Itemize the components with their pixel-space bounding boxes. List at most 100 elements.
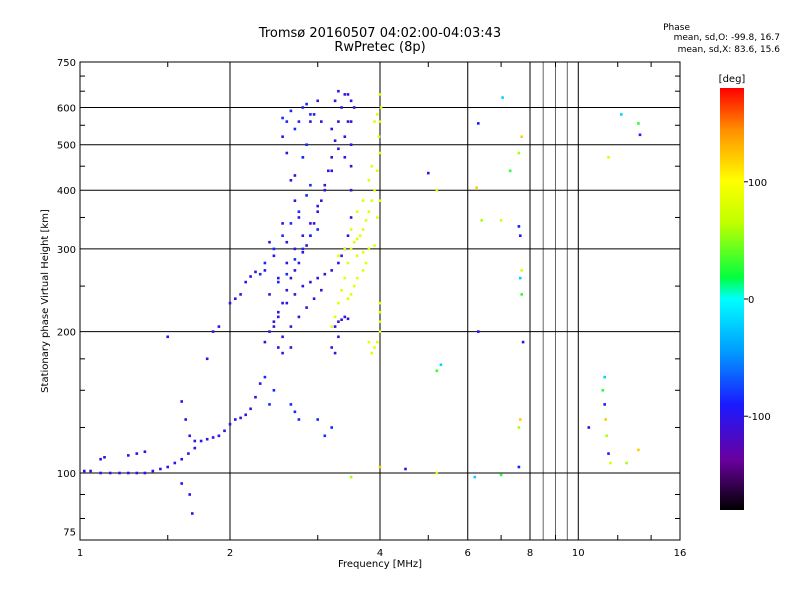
echo-point xyxy=(289,403,293,406)
chart-subtitle: RwPretec (8p) xyxy=(334,40,426,55)
echo-point xyxy=(272,325,276,328)
plot-frame xyxy=(79,61,681,541)
echo-point xyxy=(327,169,330,173)
colorbar-tick-label: 100 xyxy=(748,178,767,189)
echo-point xyxy=(520,269,523,272)
echo-point xyxy=(180,457,183,461)
echo-point xyxy=(285,240,289,244)
echo-point xyxy=(333,325,337,328)
echo-point xyxy=(517,426,521,429)
echo-point xyxy=(297,261,301,265)
echo-point xyxy=(323,434,327,438)
echo-point xyxy=(281,301,284,305)
echo-point xyxy=(211,330,215,333)
echo-point xyxy=(343,276,347,280)
echo-point xyxy=(297,210,301,213)
phase-stats-o: mean, sd,O: -99.8, 16.7 xyxy=(673,33,780,43)
echo-point xyxy=(358,234,362,237)
echo-point xyxy=(289,325,293,328)
echo-point xyxy=(352,240,356,244)
echo-point xyxy=(352,106,356,109)
echo-point xyxy=(312,297,316,300)
echo-point xyxy=(367,247,371,251)
echo-point xyxy=(316,418,319,421)
echo-point xyxy=(435,369,439,373)
echo-point xyxy=(376,113,379,116)
echo-point xyxy=(346,297,350,300)
echo-point xyxy=(337,335,340,339)
echo-point xyxy=(364,261,368,265)
echo-point xyxy=(376,216,379,219)
echo-point xyxy=(281,351,284,355)
echo-point xyxy=(346,93,350,96)
echo-point xyxy=(637,122,640,125)
echo-point xyxy=(184,418,187,421)
echo-point xyxy=(301,106,305,109)
echo-point xyxy=(508,169,512,173)
echo-point xyxy=(277,310,280,314)
echo-point xyxy=(620,113,623,116)
echo-point xyxy=(337,261,340,265)
echo-point xyxy=(330,127,333,131)
y-tick-label: 200 xyxy=(57,328,76,339)
echo-point xyxy=(166,335,169,339)
y-tick-label: 500 xyxy=(57,141,76,152)
echo-point xyxy=(349,228,353,231)
echo-point xyxy=(349,188,353,192)
echo-point xyxy=(297,315,301,319)
echo-point xyxy=(477,330,480,333)
axis-ticks: 1 2 4 6 8 10 16 75 100 200 300 400 500 600 750 xyxy=(57,58,686,559)
echo-point xyxy=(609,461,612,465)
echo-point xyxy=(373,346,376,349)
echo-point xyxy=(217,325,221,328)
echo-point xyxy=(320,199,323,202)
echo-point xyxy=(340,106,343,109)
echo-point xyxy=(103,456,106,459)
x-tick-label: 6 xyxy=(465,548,471,559)
echo-point xyxy=(340,318,343,321)
echo-point xyxy=(603,375,606,379)
echo-point xyxy=(143,471,147,475)
echo-point xyxy=(349,293,353,296)
echo-point xyxy=(435,471,439,475)
echo-point xyxy=(517,465,521,469)
x-tick-label: 1 xyxy=(77,548,83,559)
echo-point xyxy=(281,234,284,237)
echo-point xyxy=(234,297,237,300)
echo-point xyxy=(352,284,356,288)
echo-point xyxy=(333,315,337,319)
echo-point xyxy=(293,269,297,272)
echo-point xyxy=(520,135,523,138)
echo-point xyxy=(364,219,368,222)
echo-point xyxy=(193,446,197,450)
echo-point xyxy=(301,247,305,251)
echo-point xyxy=(289,179,293,182)
echo-point xyxy=(99,457,102,461)
y-tick-label: 75 xyxy=(63,528,76,539)
x-tick-label: 8 xyxy=(527,548,533,559)
x-tick-label: 16 xyxy=(674,548,687,559)
echo-point xyxy=(285,151,289,155)
echo-point xyxy=(281,135,284,138)
echo-point xyxy=(473,475,477,479)
echo-point xyxy=(297,120,301,123)
echo-point xyxy=(480,219,483,222)
x-tick-label: 4 xyxy=(377,548,383,559)
echo-point xyxy=(309,113,312,116)
echo-point xyxy=(330,269,333,272)
echo-point xyxy=(239,416,242,420)
echo-point xyxy=(355,254,359,258)
echo-point xyxy=(367,179,371,182)
echo-point xyxy=(281,335,284,339)
phase-stats-heading: Phase xyxy=(663,23,690,33)
echo-point xyxy=(217,434,221,438)
echo-point xyxy=(343,247,347,251)
echo-point xyxy=(376,340,379,344)
echo-point xyxy=(99,471,102,475)
echo-point xyxy=(277,346,280,349)
echo-point xyxy=(355,210,359,213)
echo-point xyxy=(297,216,301,219)
echo-point xyxy=(361,199,365,202)
echo-point xyxy=(301,284,305,288)
